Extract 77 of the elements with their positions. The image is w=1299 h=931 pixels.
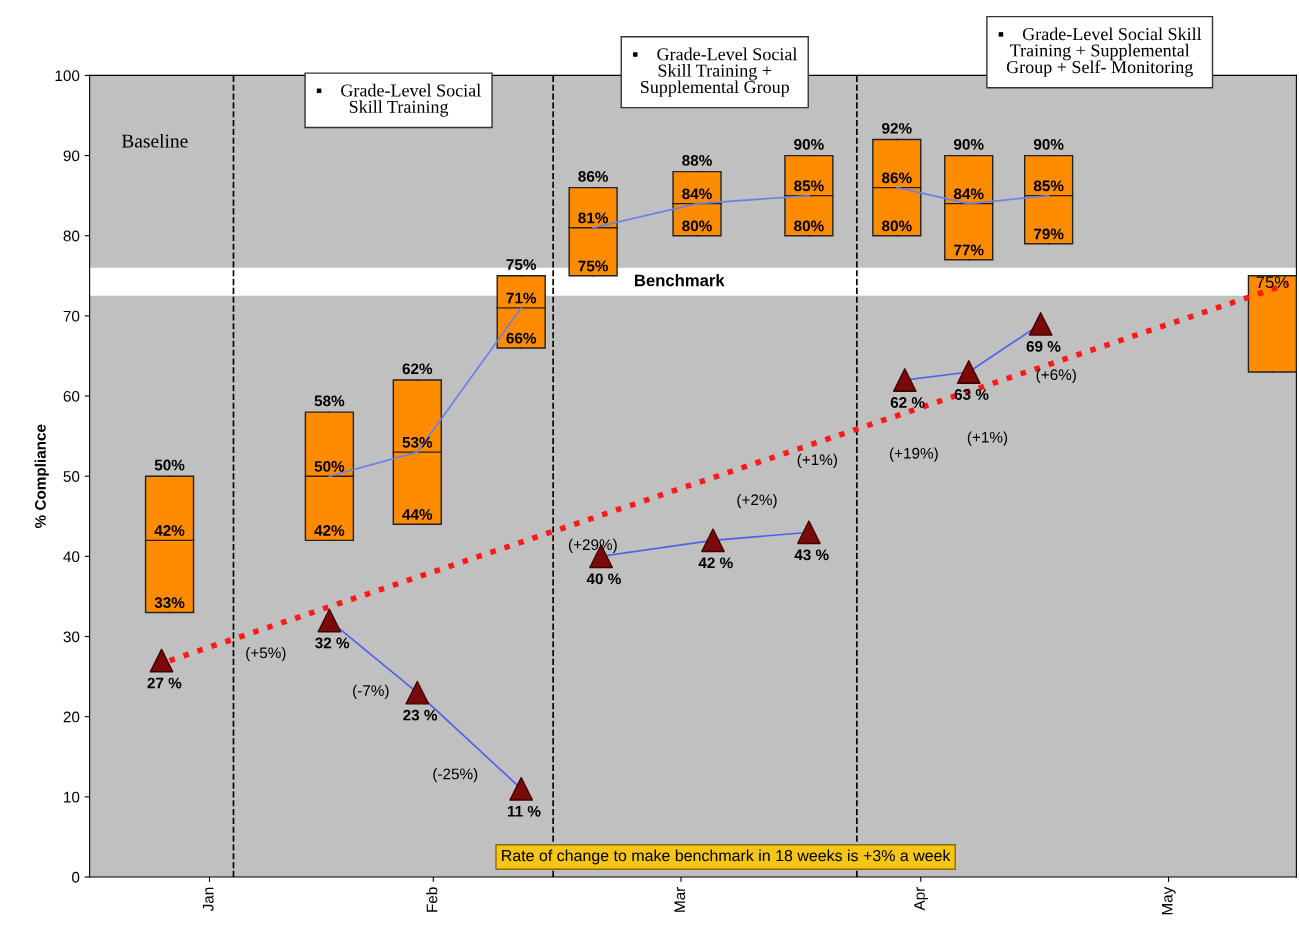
annotation: 77% [954, 244, 984, 256]
annotation: 58% [314, 395, 345, 407]
annotation: 50% [314, 460, 345, 472]
annotation: 66% [506, 332, 537, 344]
annotation: (+19%) [889, 447, 938, 462]
x-tick-label: May [1161, 886, 1176, 915]
annotation: ▪ Grade-Level Social Skill Training [316, 83, 481, 117]
annotation: 85% [1033, 180, 1064, 192]
annotation: 80% [794, 220, 824, 232]
annotation: (+1%) [797, 453, 837, 469]
annotation: 84% [682, 188, 712, 200]
y-tick-label: 30 [63, 631, 80, 643]
data-label: 43 % [794, 549, 829, 561]
annotation: (-7%) [353, 684, 389, 699]
annotation: 62% [402, 363, 433, 375]
annotation: 92% [882, 122, 912, 134]
annotation: ▪ Grade-Level Social Skill Training + Supplemental Group [633, 47, 798, 97]
annotation: 80% [882, 220, 912, 232]
point [956, 360, 981, 384]
x-tick-label: Jan [202, 887, 214, 912]
y-tick-label: 90 [63, 150, 80, 162]
data-label: 40 % [586, 573, 621, 585]
x-tick-label: Mar [674, 886, 686, 912]
annotation: 88% [682, 154, 712, 166]
y-tick-label: 80 [63, 230, 80, 242]
annotation: (+2%) [737, 493, 777, 509]
data-label: 27 % [147, 677, 182, 689]
annotation: 79% [1034, 228, 1064, 240]
annotation: 81% [578, 212, 609, 224]
y-tick-label: 20 [63, 711, 80, 723]
y-tick-label: 60 [63, 390, 80, 402]
annotation: (+6%) [1036, 368, 1076, 384]
data-label: 42 % [698, 557, 733, 569]
annotation: 90% [953, 138, 984, 150]
annotation: Baseline [121, 133, 188, 148]
annotation: 75% [578, 260, 609, 272]
annotation: 90% [1033, 138, 1064, 150]
annotation: 71% [506, 292, 537, 304]
y-tick-label: 10 [64, 791, 80, 803]
point [149, 648, 174, 673]
y-tick-label: 70 [63, 310, 80, 322]
y-tick-label: 100 [55, 70, 80, 82]
y-tick-label: 40 [63, 551, 80, 563]
annotation: (-25%) [433, 768, 478, 783]
annotation: 80% [682, 220, 712, 232]
annotation: 75% [506, 259, 537, 271]
y-tick-label: 50 [63, 471, 80, 482]
annotation: (+29%) [568, 538, 617, 554]
x-tick-label: Apr [914, 886, 928, 911]
data-label: 11 % [507, 805, 541, 817]
data-label: 32 % [315, 637, 350, 649]
annotation: 85% [794, 180, 824, 192]
annotation: 50% [154, 459, 185, 471]
annotation: 33% [154, 597, 185, 609]
band-label: Benchmark [635, 274, 725, 287]
data-label: 23 % [403, 709, 438, 721]
annotation: 75% [1256, 276, 1289, 289]
annotation: ▪ Grade-Level Social Skill Training + Supplemental Group + Self- Monitoring [998, 27, 1202, 77]
x-tick-label: Feb [426, 887, 438, 912]
annotation: 90% [794, 138, 824, 150]
point [701, 528, 725, 553]
annotation: 42% [154, 525, 185, 536]
annotation: (+5%) [246, 647, 286, 662]
annotation: 86% [578, 171, 609, 182]
annotation: 44% [402, 509, 433, 520]
y-axis-title: % Compliance [34, 424, 49, 529]
y-tick-label: 0 [72, 871, 80, 883]
data-label: 69 % [1026, 340, 1061, 352]
point [892, 368, 917, 392]
annotation: Rate of change to make benchmark in 18 weeks is +3% a week [502, 849, 951, 865]
point [797, 520, 821, 545]
annotation: 86% [882, 172, 912, 184]
data-label: 62 % [890, 397, 925, 408]
annotation: 42% [314, 525, 345, 536]
point [1028, 312, 1053, 336]
annotation: (+1%) [967, 431, 1008, 446]
annotation: 84% [953, 188, 984, 200]
